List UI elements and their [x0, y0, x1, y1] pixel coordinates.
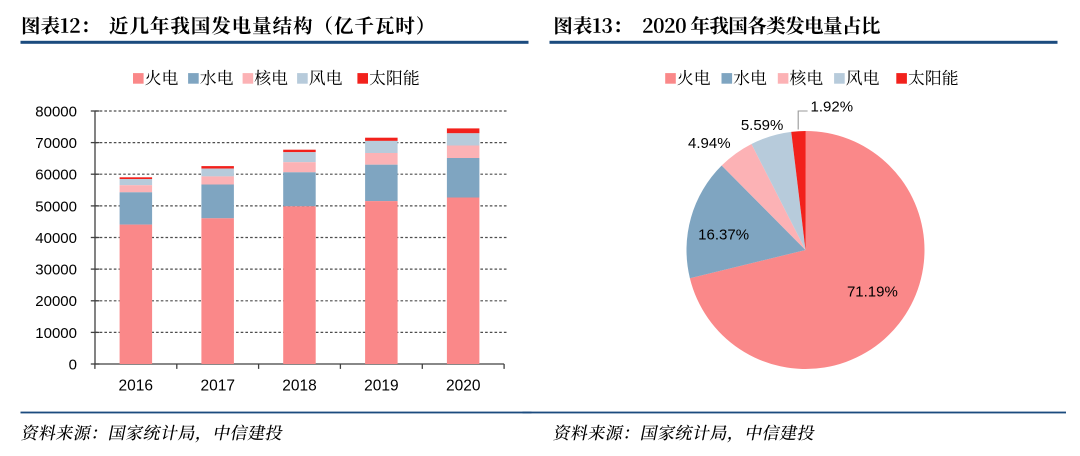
svg-text:10000: 10000	[35, 325, 77, 342]
svg-text:2016: 2016	[119, 378, 153, 395]
svg-text:70000: 70000	[35, 135, 77, 152]
svg-text:5.59%: 5.59%	[741, 117, 784, 134]
svg-text:1.92%: 1.92%	[811, 98, 854, 115]
svg-text:71.19%: 71.19%	[847, 284, 898, 301]
svg-text:50000: 50000	[35, 198, 77, 215]
svg-text:20000: 20000	[35, 293, 77, 310]
svg-text:80000: 80000	[35, 103, 77, 120]
svg-text:16.37%: 16.37%	[698, 226, 749, 243]
svg-text:30000: 30000	[35, 262, 77, 279]
svg-text:40000: 40000	[35, 230, 77, 247]
svg-text:2020: 2020	[446, 378, 481, 395]
svg-text:2017: 2017	[200, 378, 234, 395]
svg-text:4.94%: 4.94%	[688, 135, 731, 152]
svg-text:2019: 2019	[364, 378, 398, 395]
svg-text:2018: 2018	[282, 378, 316, 395]
svg-text:0: 0	[69, 356, 77, 373]
svg-text:60000: 60000	[35, 167, 77, 184]
